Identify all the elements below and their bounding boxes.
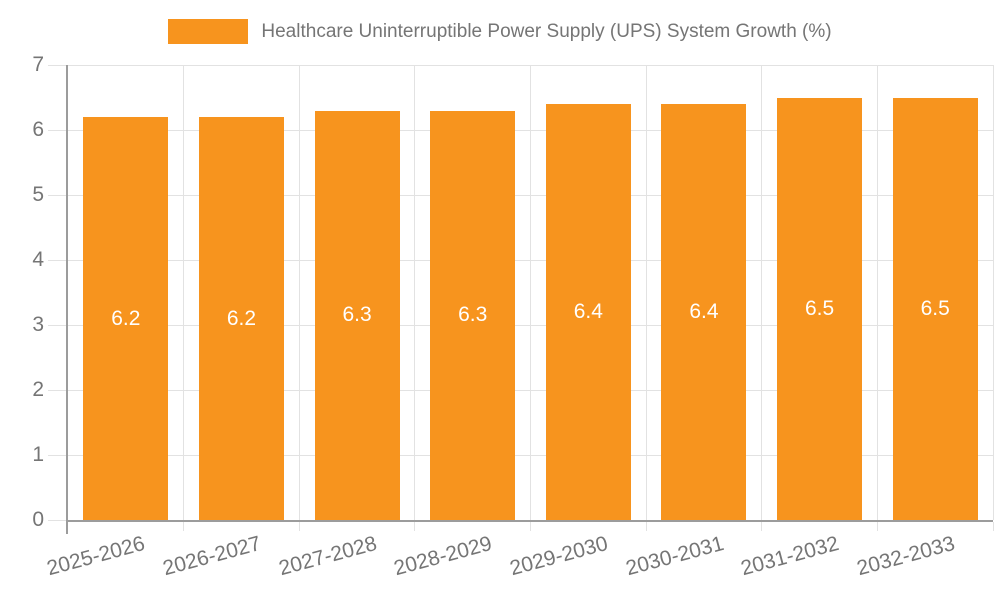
bar-2031-2032: 6.5: [777, 97, 863, 520]
y-tick-label: 3: [32, 313, 44, 336]
y-tick-label: 6: [32, 118, 44, 141]
x-tick-label: 2028-2029: [391, 532, 495, 581]
bar-value-label: 6.5: [920, 296, 950, 320]
y-tick-mark: [48, 259, 68, 261]
v-gridline: [298, 65, 300, 520]
x-tick-mark: [992, 522, 994, 531]
y-tick-mark: [48, 129, 68, 131]
y-axis-line: [66, 65, 68, 534]
y-tick-label: 0: [32, 508, 44, 531]
x-tick-label: 2026-2027: [160, 532, 264, 581]
v-gridline: [761, 65, 763, 520]
v-gridline: [183, 65, 185, 520]
v-gridline: [530, 65, 531, 520]
x-tick-mark: [530, 522, 531, 531]
x-tick-mark: [761, 522, 763, 531]
x-tick-label: 2030-2031: [622, 532, 726, 581]
y-tick-mark: [48, 324, 68, 326]
bar-value-label: 6.4: [573, 300, 603, 323]
bar-value-label: 6.5: [804, 296, 835, 320]
y-tick-mark: [48, 64, 68, 66]
x-tick-label: 2031-2032: [738, 532, 842, 581]
y-tick-mark: [48, 194, 68, 196]
bar-2028-2029: 6.3: [430, 110, 516, 520]
bar-2032-2033: 6.5: [892, 97, 978, 520]
x-axis-line: [66, 520, 993, 522]
bar-2029-2030: 6.4: [545, 104, 631, 520]
x-tick-label: 2029-2030: [507, 532, 611, 581]
x-tick-mark: [876, 522, 878, 531]
x-tick-mark: [414, 522, 416, 531]
bar-2030-2031: 6.4: [661, 104, 747, 520]
legend-swatch: [168, 18, 249, 44]
bar-value-label: 6.3: [342, 303, 372, 327]
y-tick-label: 4: [32, 248, 44, 271]
bar-value-label: 6.2: [111, 306, 141, 330]
bar-value-label: 6.3: [458, 303, 488, 327]
y-tick-mark: [48, 454, 68, 456]
v-gridline: [414, 65, 416, 520]
y-tick-mark: [48, 389, 68, 391]
x-tick-label: 2032-2033: [854, 532, 958, 581]
bar-2026-2027: 6.2: [198, 117, 284, 520]
bar-2027-2028: 6.3: [314, 110, 400, 520]
bar-2025-2026: 6.2: [83, 117, 169, 520]
v-gridline: [992, 65, 994, 520]
y-tick-label: 1: [32, 443, 44, 466]
y-tick-mark: [48, 519, 68, 521]
x-tick-mark: [645, 522, 647, 531]
chart-legend: Healthcare Uninterruptible Power Supply …: [0, 14, 1000, 48]
v-gridline: [876, 65, 878, 520]
y-tick-label: 2: [32, 378, 44, 401]
bar-value-label: 6.4: [689, 300, 719, 323]
x-tick-mark: [298, 522, 300, 531]
legend-label: Healthcare Uninterruptible Power Supply …: [261, 20, 832, 42]
x-tick-label: 2025-2026: [44, 532, 148, 581]
y-tick-label: 5: [32, 183, 44, 206]
x-tick-label: 2027-2028: [276, 532, 380, 581]
x-tick-mark: [183, 522, 185, 531]
y-tick-label: 7: [32, 53, 44, 76]
v-gridline: [645, 65, 647, 520]
plot-area: 6.2 6.2 6.3 6.3 6.4 6.4 6.5 6.5: [68, 64, 994, 520]
bar-value-label: 6.2: [226, 306, 257, 330]
